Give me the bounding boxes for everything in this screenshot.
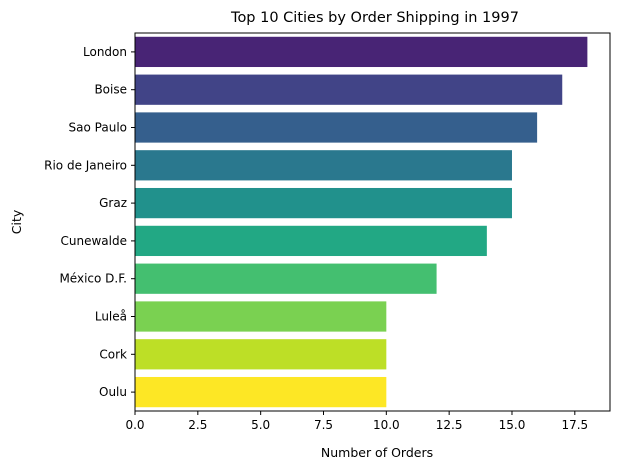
y-tick-label: Sao Paulo [69,121,127,135]
bar [135,187,512,219]
y-tick-label: Cork [99,347,127,361]
chart-title: Top 10 Cities by Order Shipping in 1997 [230,10,519,26]
x-tick-label: 12.5 [436,418,463,432]
bars-group [135,36,588,408]
bar [135,339,387,370]
x-tick-label: 10.0 [373,418,400,432]
bar [135,376,387,408]
plot-frame [134,32,611,412]
y-tick-label: London [83,45,127,59]
x-tick-label: 5.0 [251,418,270,432]
bar [135,263,437,294]
y-tick-label: Oulu [99,385,127,399]
x-tick-label: 2.5 [188,418,207,432]
x-tick-label: 0.0 [125,418,144,432]
bar [135,150,512,181]
bar [135,36,588,68]
y-tick-label: Luleå [95,310,127,324]
y-tick-label: Rio de Janeiro [44,158,127,172]
x-tick-label: 7.5 [314,418,333,432]
y-tick-labels: London Boise Sao Paulo Rio de Janeiro Graz Cu… [44,45,135,399]
bar [135,225,487,257]
y-tick-label: Boise [94,83,127,97]
x-tick-label: 15.0 [499,418,526,432]
y-tick-label: México D.F. [59,272,127,286]
x-axis-label: Number of Orders [321,445,433,460]
bar [135,74,563,105]
y-tick-label: Graz [99,196,127,210]
y-tick-label: Cunewalde [61,234,127,248]
bar [135,112,538,143]
y-axis-label: City [9,209,24,234]
x-ticks: 0.0 2.5 5.0 7.5 10.0 12.5 15.0 17.5 [125,411,588,432]
x-tick-label: 17.5 [561,418,588,432]
bar [135,301,387,332]
